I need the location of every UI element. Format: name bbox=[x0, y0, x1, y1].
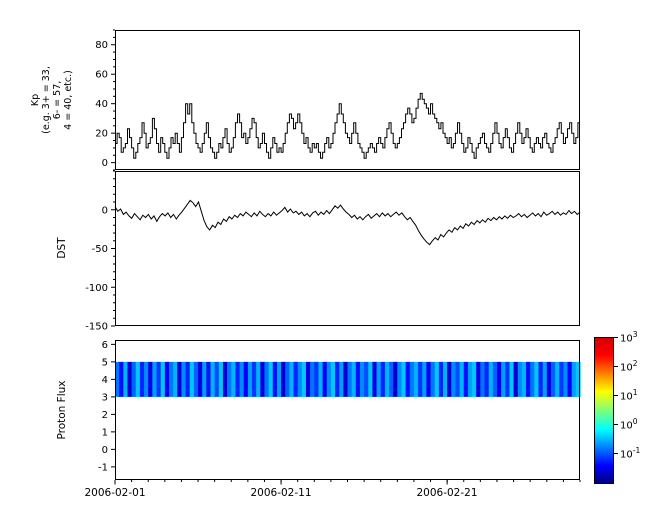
svg-text:-50: -50 bbox=[92, 244, 108, 255]
proton-flux-axis-label: Proton Flux bbox=[56, 380, 68, 440]
colorbar-tick-label: 10-1 bbox=[620, 446, 641, 461]
colorbar-tick-label: 102 bbox=[620, 359, 638, 374]
svg-text:4: 4 bbox=[102, 375, 108, 386]
svg-text:-100: -100 bbox=[85, 283, 108, 294]
svg-text:1: 1 bbox=[102, 427, 108, 438]
colorbar bbox=[594, 337, 614, 484]
colorbar-tick-mark bbox=[614, 366, 618, 367]
x-tick-label-2006-02-01: 2006-02-01 bbox=[84, 487, 146, 499]
colorbar-tick-mark bbox=[614, 337, 618, 338]
kp-axis-label-line: 6- = 57, bbox=[52, 80, 63, 120]
svg-text:60: 60 bbox=[95, 70, 108, 81]
svg-text:0: 0 bbox=[102, 158, 108, 169]
dst-axis-label: DST bbox=[56, 237, 68, 259]
svg-text:5: 5 bbox=[102, 357, 108, 368]
colorbar-tick-mark bbox=[614, 424, 618, 425]
svg-text:40: 40 bbox=[95, 99, 108, 110]
kp-axis-label-line: Kp bbox=[30, 93, 41, 107]
colorbar-tick-label: 103 bbox=[620, 330, 638, 345]
x-tick-label-2006-02-21: 2006-02-21 bbox=[416, 487, 478, 499]
colorbar-tick-label: 100 bbox=[620, 417, 638, 432]
colorbar-tick-label: 101 bbox=[620, 388, 638, 403]
svg-text:-1: -1 bbox=[98, 462, 108, 473]
kp-axis-label-line: (e.g. 3+ = 33, bbox=[41, 66, 52, 134]
dst-plot-panel: 0 -50 -100 -150 bbox=[85, 170, 581, 333]
svg-text:2: 2 bbox=[102, 410, 108, 421]
colorbar-tick-mark bbox=[614, 453, 618, 454]
proton-flux-spectrogram-panel: -1 0 1 2 3 4 5 6 bbox=[98, 340, 581, 485]
kp-plot-panel: 0 20 40 60 80 bbox=[95, 29, 580, 171]
svg-text:0: 0 bbox=[102, 205, 108, 216]
svg-text:20: 20 bbox=[95, 129, 108, 140]
svg-text:-150: -150 bbox=[85, 322, 108, 333]
svg-text:6: 6 bbox=[102, 340, 108, 351]
kp-axis-label-line: 4 = 40, etc.) bbox=[63, 70, 74, 130]
svg-text:3: 3 bbox=[102, 392, 108, 403]
x-tick-label-2006-02-11: 2006-02-11 bbox=[250, 487, 312, 499]
svg-text:0: 0 bbox=[102, 445, 108, 456]
svg-text:80: 80 bbox=[95, 40, 108, 51]
colorbar-tick-mark bbox=[614, 395, 618, 396]
kp-axis-label: Kp (e.g. 3+ = 33, 6- = 57, 4 = 40, etc.) bbox=[30, 66, 74, 134]
